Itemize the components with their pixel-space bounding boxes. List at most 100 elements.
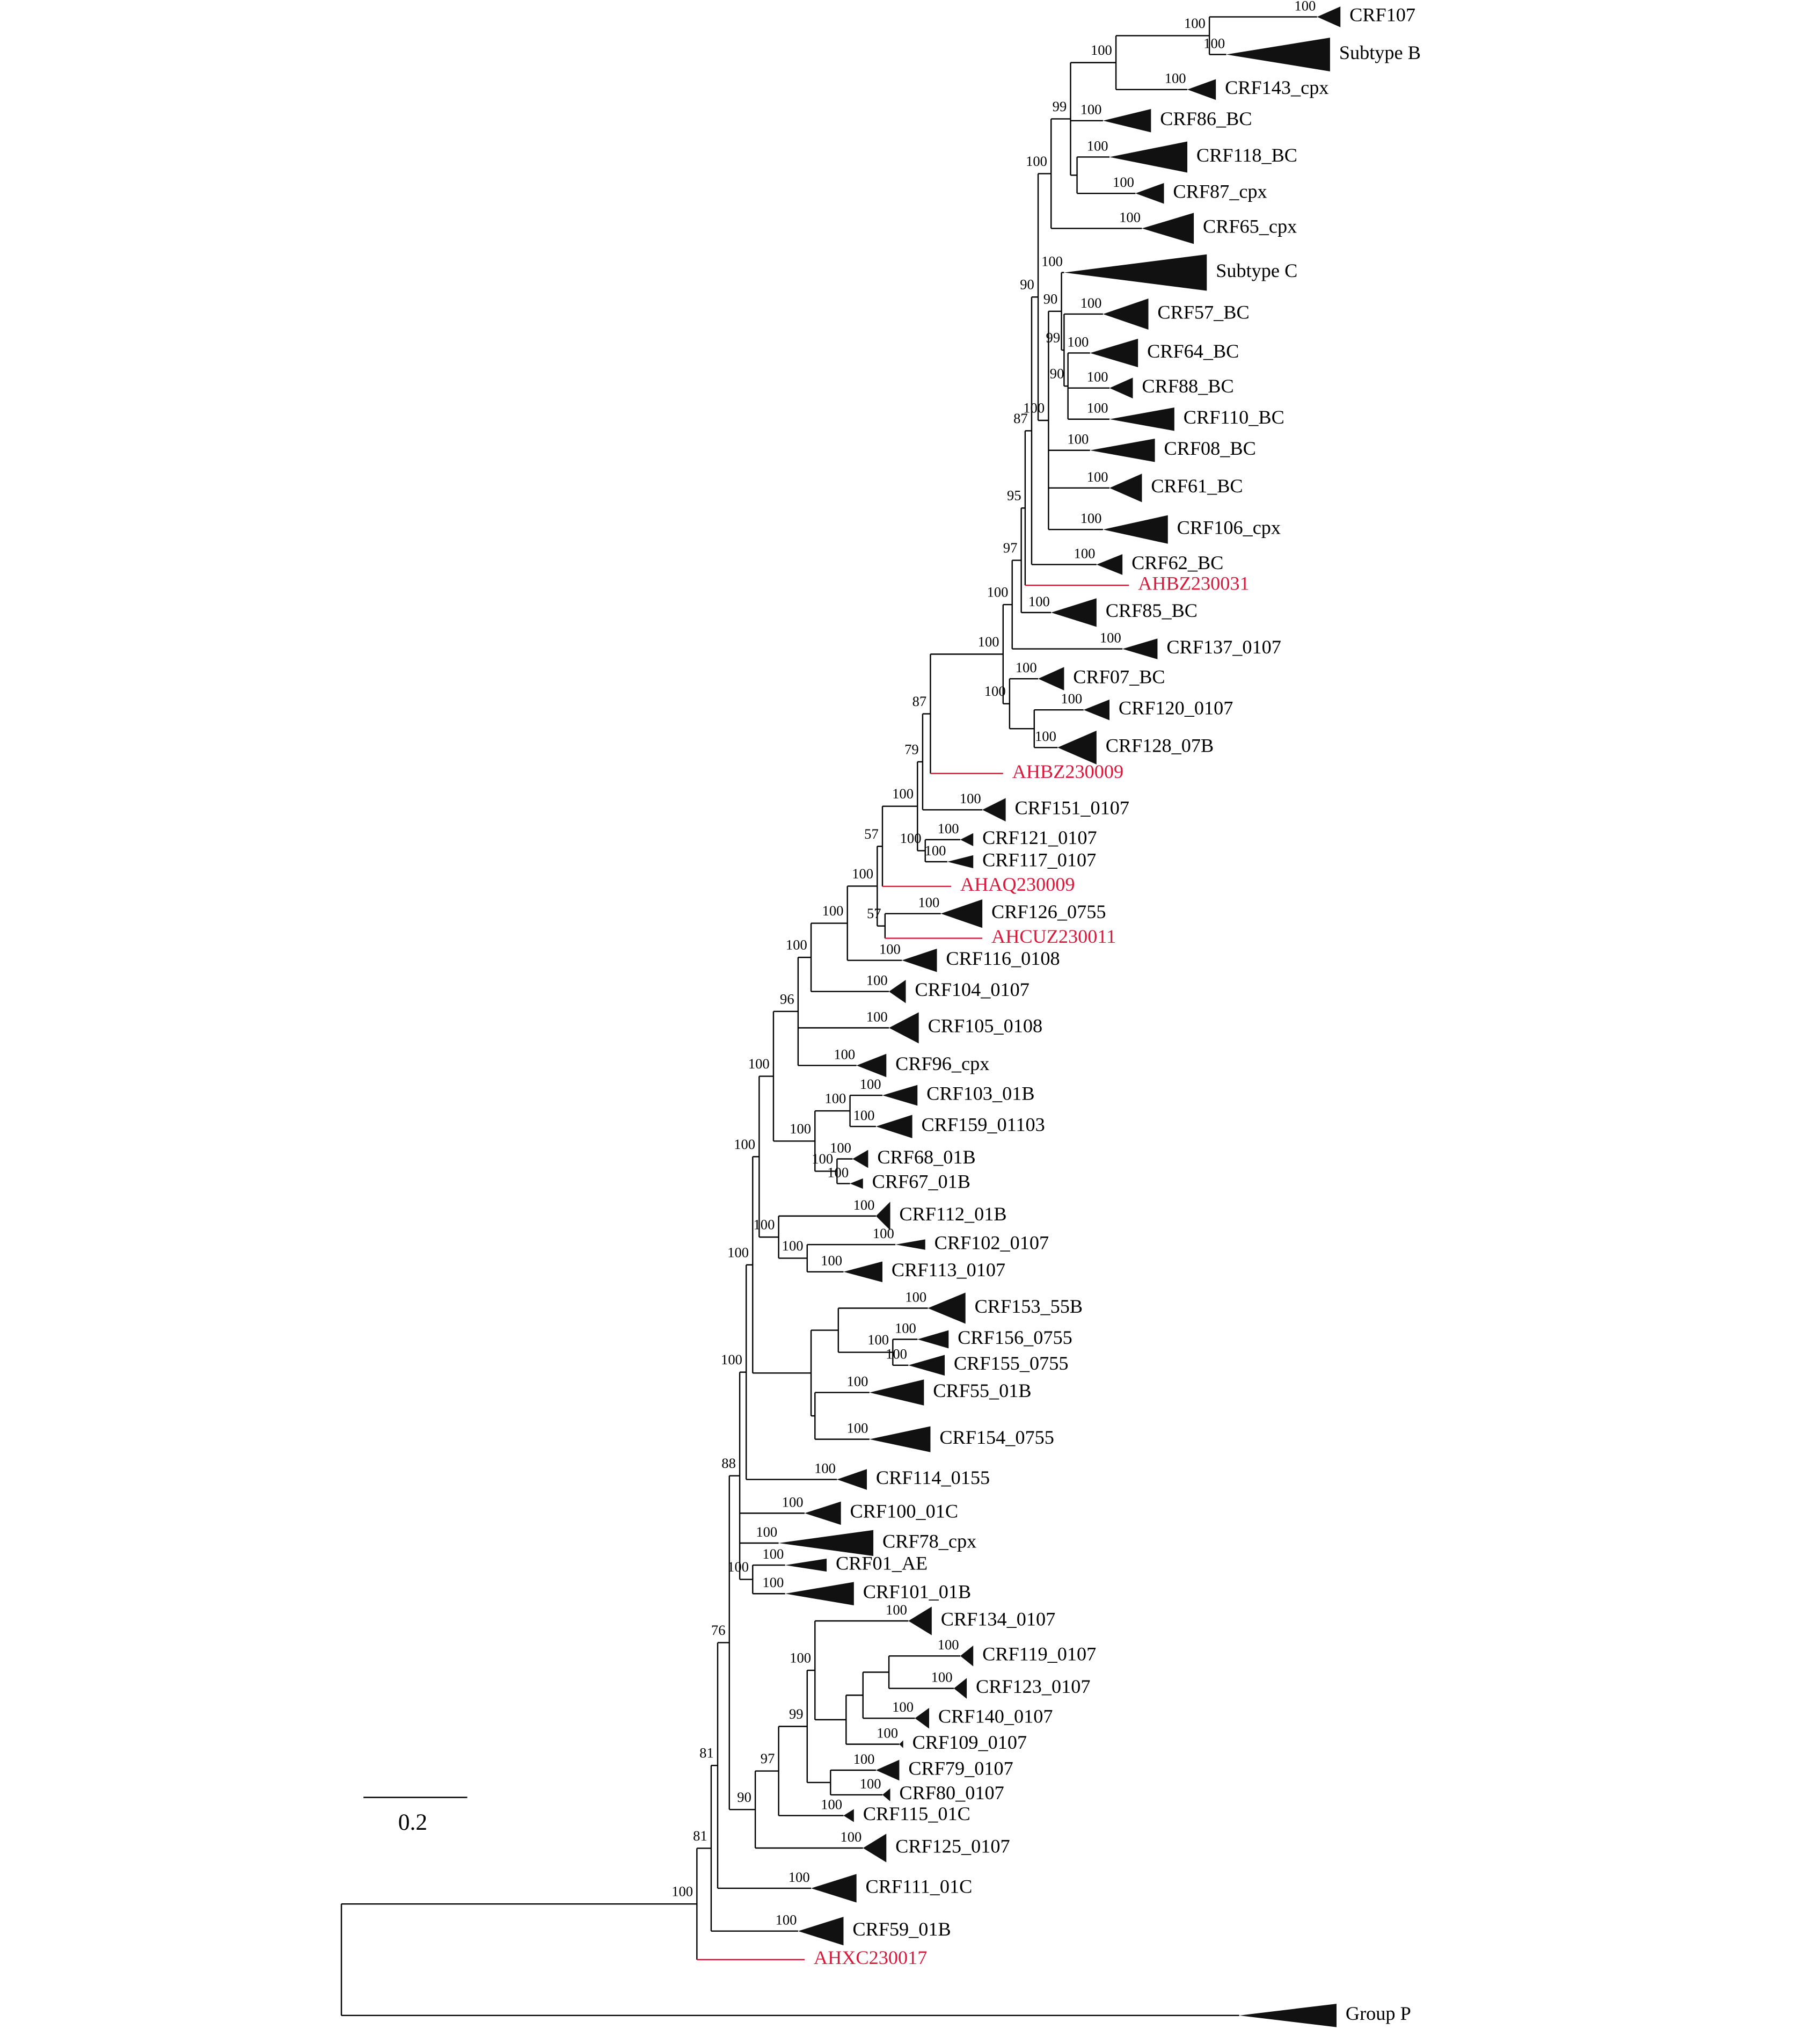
collapsed-clade <box>953 1678 967 1699</box>
taxon-label: CRF117_0107 <box>982 849 1096 870</box>
taxon-label: Subtype C <box>1216 260 1297 281</box>
taxon-label: CRF155_0755 <box>954 1352 1069 1374</box>
support-value: 100 <box>786 937 807 953</box>
collapsed-clade <box>1038 667 1064 690</box>
collapsed-clade <box>843 1809 854 1822</box>
support-value: 100 <box>748 1056 770 1072</box>
support-value: 57 <box>864 826 879 842</box>
collapsed-clade <box>811 1874 857 1903</box>
support-value: 100 <box>905 1289 926 1305</box>
support-value: 100 <box>877 1725 898 1741</box>
support-value: 100 <box>1087 137 1108 154</box>
support-value: 90 <box>1050 366 1064 382</box>
support-value: 100 <box>1087 469 1108 485</box>
collapsed-clade <box>1317 6 1341 27</box>
collapsed-clade <box>798 1917 844 1946</box>
collapsed-clade <box>1239 2004 1337 2027</box>
taxon-label: CRF64_BC <box>1147 340 1239 362</box>
taxon-label: CRF112_01B <box>899 1203 1006 1225</box>
support-value: 100 <box>1026 153 1047 169</box>
support-value: 100 <box>1080 101 1102 118</box>
support-value: 100 <box>866 972 888 988</box>
support-value: 100 <box>782 1238 804 1254</box>
collapsed-clade <box>889 1012 919 1044</box>
taxon-label: CRF86_BC <box>1160 108 1252 129</box>
support-value: 100 <box>925 842 946 859</box>
taxon-label: CRF121_0107 <box>982 827 1097 848</box>
support-value: 100 <box>1028 593 1050 609</box>
collapsed-clade <box>1226 38 1330 71</box>
support-value: 88 <box>721 1455 736 1471</box>
support-value: 100 <box>1035 728 1056 744</box>
support-value: 81 <box>699 1745 714 1761</box>
collapsed-clade <box>1109 141 1188 173</box>
support-value: 100 <box>1294 0 1316 13</box>
support-value: 100 <box>1041 253 1063 270</box>
taxon-label: CRF59_01B <box>852 1918 951 1940</box>
collapsed-clade <box>804 1501 841 1525</box>
collapsed-clade <box>1103 515 1168 544</box>
support-value: 100 <box>789 1869 810 1885</box>
support-value: 100 <box>1080 295 1102 311</box>
support-value: 100 <box>812 1151 833 1167</box>
support-value: 100 <box>886 1346 907 1362</box>
taxon-label: CRF134_0107 <box>941 1608 1056 1630</box>
taxon-label: CRF07_BC <box>1073 666 1165 687</box>
taxon-label: CRF101_01B <box>863 1581 971 1603</box>
taxon-label: CRF100_01C <box>850 1501 958 1522</box>
support-value: 100 <box>853 1107 875 1123</box>
taxon-label: CRF118_BC <box>1196 144 1297 166</box>
support-value: 100 <box>1165 70 1186 86</box>
taxon-label: CRF68_01B <box>877 1146 975 1168</box>
support-value: 100 <box>1087 369 1108 385</box>
collapsed-clade <box>960 833 974 846</box>
taxon-label: CRF57_BC <box>1157 301 1249 323</box>
support-value: 76 <box>711 1622 726 1638</box>
taxon-label: CRF120_0107 <box>1119 697 1233 718</box>
collapsed-clade <box>869 1426 931 1452</box>
support-value: 99 <box>1046 330 1061 346</box>
support-value: 100 <box>1067 431 1089 447</box>
collapsed-clade <box>875 1202 890 1231</box>
collapsed-clade <box>1090 438 1155 462</box>
taxon-label: CRF106_cpx <box>1177 517 1281 539</box>
support-value: 99 <box>1053 98 1067 114</box>
support-value: 100 <box>790 1121 811 1137</box>
taxon-label: CRF143_cpx <box>1225 77 1328 98</box>
support-value: 100 <box>847 1420 868 1436</box>
support-value: 100 <box>840 1829 862 1845</box>
support-value: 100 <box>734 1136 755 1152</box>
collapsed-clade <box>1135 183 1164 204</box>
taxon-label: CRF62_BC <box>1131 552 1223 573</box>
support-value: 97 <box>1003 540 1018 556</box>
support-value: 90 <box>1043 290 1058 307</box>
support-value: 100 <box>1087 400 1108 416</box>
support-value: 100 <box>879 941 901 957</box>
support-value: 100 <box>1119 209 1141 225</box>
taxon-label: CRF67_01B <box>872 1171 970 1192</box>
collapsed-clade <box>1051 598 1097 627</box>
collapsed-clade <box>895 1239 925 1250</box>
taxon-label: CRF104_0107 <box>915 979 1030 1000</box>
taxon-label: CRF154_0755 <box>939 1427 1054 1448</box>
collapsed-clade <box>1083 699 1109 721</box>
collapsed-clade <box>843 1261 882 1283</box>
taxon-label: AHCUZ230011 <box>991 926 1116 947</box>
taxon-label: CRF79_0107 <box>908 1757 1013 1779</box>
collapsed-clade <box>1122 638 1158 659</box>
collapsed-clade <box>1103 298 1149 330</box>
taxon-label: CRF113_0107 <box>892 1259 1005 1281</box>
taxon-label: AHBZ230031 <box>1138 572 1249 594</box>
support-value: 100 <box>1091 42 1112 58</box>
support-value: 100 <box>814 1460 836 1476</box>
support-value: 100 <box>756 1524 777 1540</box>
collapsed-clade <box>889 979 906 1003</box>
support-value: 100 <box>852 865 873 882</box>
support-value: 100 <box>824 1090 846 1107</box>
taxon-label: Subtype B <box>1339 42 1421 63</box>
collapsed-clade <box>1187 79 1216 100</box>
collapsed-clade <box>915 1707 930 1729</box>
taxon-label: CRF105_0108 <box>928 1015 1043 1037</box>
taxon-label: CRF153_55B <box>975 1296 1083 1317</box>
